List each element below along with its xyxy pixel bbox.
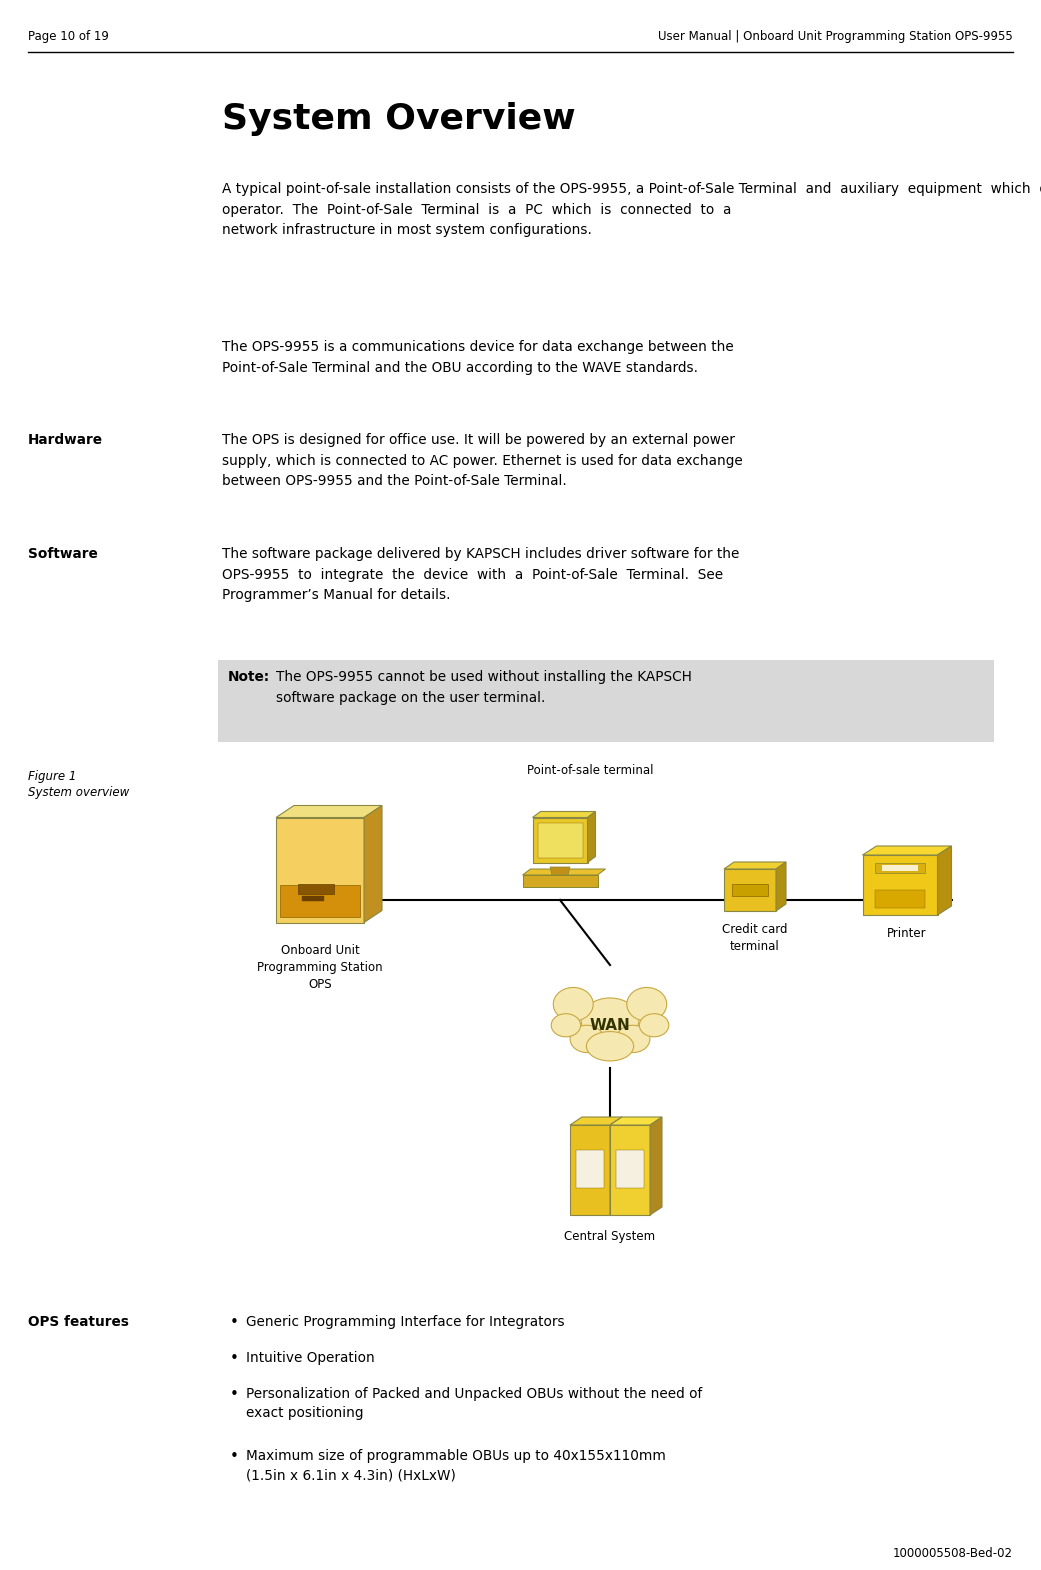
Polygon shape [550, 867, 570, 874]
Text: Generic Programming Interface for Integrators: Generic Programming Interface for Integr… [246, 1316, 564, 1328]
Ellipse shape [570, 1025, 604, 1052]
Text: The OPS-9955 cannot be used without installing the KAPSCH
software package on th: The OPS-9955 cannot be used without inst… [276, 670, 692, 705]
Text: The OPS-9955 is a communications device for data exchange between the
Point-of-S: The OPS-9955 is a communications device … [222, 341, 734, 375]
Text: Page 10 of 19: Page 10 of 19 [28, 30, 109, 42]
Polygon shape [364, 805, 382, 923]
Polygon shape [523, 870, 606, 874]
Polygon shape [776, 862, 786, 911]
FancyBboxPatch shape [723, 870, 776, 911]
FancyBboxPatch shape [616, 1149, 644, 1188]
FancyBboxPatch shape [523, 874, 598, 887]
Text: •: • [230, 1449, 238, 1463]
Ellipse shape [627, 988, 666, 1020]
Polygon shape [276, 805, 382, 818]
Ellipse shape [616, 1025, 650, 1052]
Text: Hardware: Hardware [28, 433, 103, 447]
Polygon shape [723, 862, 786, 870]
Text: 1000005508-Bed-02: 1000005508-Bed-02 [893, 1546, 1013, 1561]
FancyBboxPatch shape [302, 896, 324, 901]
Polygon shape [610, 1116, 623, 1215]
Text: Figure 1: Figure 1 [28, 769, 76, 783]
Text: Maximum size of programmable OBUs up to 40x155x110mm
(1.5in x 6.1in x 4.3in) (Hx: Maximum size of programmable OBUs up to … [246, 1449, 666, 1482]
FancyBboxPatch shape [875, 890, 925, 907]
Text: System overview: System overview [28, 787, 129, 799]
Text: System Overview: System Overview [222, 102, 576, 137]
Text: WAN: WAN [589, 1017, 631, 1033]
FancyBboxPatch shape [576, 1149, 604, 1188]
Polygon shape [587, 812, 595, 862]
Text: User Manual | Onboard Unit Programming Station OPS-9955: User Manual | Onboard Unit Programming S… [658, 30, 1013, 42]
Ellipse shape [639, 1014, 668, 1036]
FancyBboxPatch shape [863, 856, 938, 915]
FancyBboxPatch shape [610, 1126, 650, 1215]
Text: Intuitive Operation: Intuitive Operation [246, 1352, 375, 1364]
Text: •: • [230, 1316, 238, 1330]
Text: Software: Software [28, 546, 98, 560]
Polygon shape [863, 846, 951, 856]
Text: OPS features: OPS features [28, 1316, 129, 1328]
Polygon shape [938, 846, 951, 915]
Text: The software package delivered by KAPSCH includes driver software for the
OPS-99: The software package delivered by KAPSCH… [222, 546, 739, 603]
Text: Note:: Note: [228, 670, 270, 685]
Text: Point-of-sale terminal: Point-of-sale terminal [527, 765, 654, 777]
Ellipse shape [551, 1014, 581, 1036]
FancyBboxPatch shape [533, 818, 587, 862]
Ellipse shape [586, 1031, 634, 1061]
FancyBboxPatch shape [280, 884, 360, 917]
Text: Central System: Central System [564, 1229, 656, 1243]
Text: Credit card
terminal: Credit card terminal [722, 923, 788, 953]
FancyBboxPatch shape [276, 818, 364, 923]
Text: Printer: Printer [887, 926, 926, 940]
FancyBboxPatch shape [218, 659, 994, 743]
Text: Onboard Unit
Programming Station
OPS: Onboard Unit Programming Station OPS [257, 945, 383, 992]
Ellipse shape [554, 988, 593, 1020]
Text: •: • [230, 1352, 238, 1366]
Polygon shape [570, 1116, 623, 1126]
Text: •: • [230, 1386, 238, 1402]
Polygon shape [533, 812, 595, 818]
FancyBboxPatch shape [570, 1126, 610, 1215]
Text: A typical point-of-sale installation consists of the OPS-9955, a Point-of-Sale T: A typical point-of-sale installation con… [222, 182, 1041, 237]
Polygon shape [650, 1116, 662, 1215]
Text: The OPS is designed for office use. It will be powered by an external power
supp: The OPS is designed for office use. It w… [222, 433, 742, 488]
Polygon shape [610, 1116, 662, 1126]
FancyBboxPatch shape [298, 884, 334, 893]
FancyBboxPatch shape [882, 865, 918, 871]
FancyBboxPatch shape [732, 884, 768, 896]
Ellipse shape [581, 999, 639, 1042]
Text: Personalization of Packed and Unpacked OBUs without the need of
exact positionin: Personalization of Packed and Unpacked O… [246, 1386, 703, 1421]
FancyBboxPatch shape [875, 864, 925, 873]
FancyBboxPatch shape [537, 823, 583, 857]
